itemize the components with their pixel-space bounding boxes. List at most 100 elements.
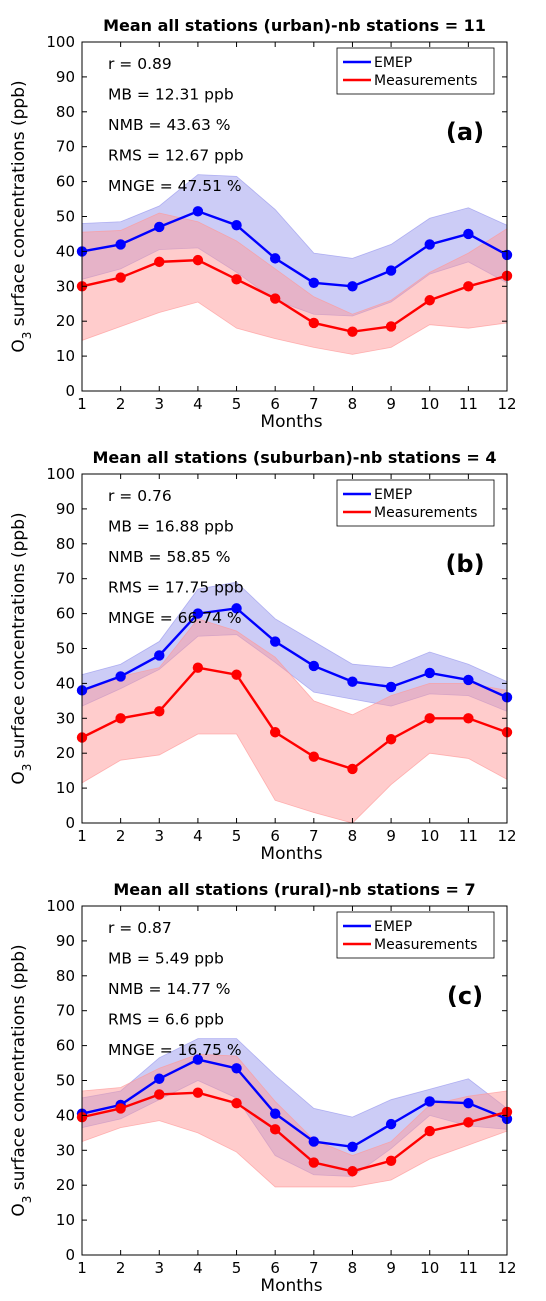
panel-label: (b) — [445, 550, 484, 578]
y-axis-label: O3 surface concentrations (ppb) — [9, 944, 34, 1216]
data-point-emep — [463, 674, 474, 686]
data-point-emep — [385, 681, 397, 693]
y-tick-label: 70 — [56, 570, 75, 588]
data-point-measurements — [463, 281, 474, 292]
stat-line: r = 0.76 — [108, 487, 172, 505]
data-point-emep — [154, 650, 165, 661]
data-point-emep — [115, 239, 126, 250]
data-point-measurements — [115, 713, 126, 724]
data-point-emep — [269, 1108, 281, 1119]
data-point-emep — [347, 281, 358, 292]
x-tick-label: 7 — [309, 827, 319, 845]
y-axis-label-subscript: 3 — [20, 332, 34, 340]
data-point-measurements — [385, 734, 397, 745]
x-axis-label: Months — [260, 412, 322, 432]
y-tick-label: 100 — [46, 465, 75, 483]
stat-line: r = 0.89 — [108, 55, 172, 73]
data-point-measurements — [424, 1125, 435, 1137]
x-tick-label: 6 — [270, 827, 280, 845]
x-tick-label: 4 — [193, 395, 203, 413]
x-tick-label: 5 — [232, 1259, 242, 1277]
x-tick-label: 8 — [348, 395, 358, 413]
data-point-measurements — [154, 706, 165, 717]
x-tick-label: 2 — [116, 1259, 126, 1277]
data-point-measurements — [269, 727, 281, 738]
x-tick-label: 12 — [497, 1259, 516, 1277]
legend-label-measurements: Measurements — [374, 73, 477, 89]
y-tick-label: 0 — [65, 814, 75, 832]
x-axis-label: Months — [260, 844, 322, 864]
data-point-emep — [463, 228, 474, 240]
y-tick-label: 30 — [56, 709, 75, 727]
data-point-emep — [385, 1118, 397, 1130]
y-tick-label: 0 — [65, 1246, 75, 1264]
x-tick-label: 3 — [154, 827, 164, 845]
data-point-emep — [424, 1096, 435, 1107]
data-point-emep — [115, 671, 126, 682]
y-axis-label: O3 surface concentrations (ppb) — [9, 512, 34, 784]
chart-title: Mean all stations (rural)-nb stations = … — [113, 880, 475, 899]
y-tick-label: 40 — [56, 1106, 75, 1124]
data-point-emep — [269, 636, 281, 647]
data-point-emep — [192, 608, 204, 619]
y-axis-label: O3 surface concentrations (ppb) — [9, 80, 34, 352]
y-axis-label-main: O — [9, 1203, 29, 1216]
legend-label-measurements: Measurements — [374, 937, 477, 953]
y-tick-label: 60 — [56, 605, 75, 623]
x-tick-label: 3 — [154, 1259, 164, 1277]
x-tick-label: 3 — [154, 395, 164, 413]
x-tick-label: 2 — [116, 395, 126, 413]
x-tick-label: 6 — [270, 395, 280, 413]
stat-line: MB = 5.49 ppb — [108, 950, 224, 968]
data-point-emep — [308, 1136, 320, 1147]
stat-line: MNGE = 66.74 % — [108, 609, 242, 627]
y-tick-label: 60 — [56, 173, 75, 191]
x-tick-label: 1 — [77, 827, 87, 845]
data-point-emep — [231, 220, 242, 231]
data-point-measurements — [115, 272, 126, 283]
data-point-emep — [463, 1097, 474, 1109]
data-point-emep — [424, 667, 435, 679]
series-line-measurements — [81, 1091, 508, 1173]
data-point-measurements — [192, 1087, 204, 1098]
y-tick-label: 100 — [46, 33, 75, 51]
data-point-measurements — [424, 713, 435, 724]
stat-line: MB = 12.31 ppb — [108, 86, 234, 104]
y-axis-label-main: O — [9, 339, 29, 352]
x-tick-label: 8 — [348, 827, 358, 845]
data-point-measurements — [308, 1157, 320, 1168]
data-point-measurements — [308, 751, 320, 762]
data-point-emep — [192, 1054, 204, 1065]
legend-label-measurements: Measurements — [374, 505, 477, 521]
x-tick-label: 4 — [193, 827, 203, 845]
data-point-measurements — [231, 274, 242, 285]
y-tick-label: 20 — [56, 744, 75, 762]
y-axis-label-rest: surface concentrations (ppb) — [9, 80, 29, 331]
data-point-emep — [424, 239, 435, 250]
data-point-emep — [308, 660, 320, 672]
y-tick-label: 40 — [56, 674, 75, 692]
y-tick-label: 0 — [65, 382, 75, 400]
data-point-emep — [347, 676, 358, 687]
legend-box — [336, 47, 495, 95]
y-tick-label: 90 — [56, 68, 75, 86]
data-point-measurements — [347, 326, 358, 337]
x-tick-label: 11 — [459, 827, 478, 845]
legend-label-emep: EMEP — [374, 55, 412, 71]
y-tick-label: 10 — [56, 1211, 75, 1229]
x-tick-label: 12 — [497, 827, 516, 845]
legend-box — [336, 479, 495, 527]
data-point-measurements — [231, 669, 242, 680]
legend-label-emep: EMEP — [374, 487, 412, 503]
x-tick-label: 5 — [232, 827, 242, 845]
y-tick-label: 70 — [56, 1002, 75, 1020]
panel-label: (c) — [447, 982, 483, 1010]
stat-line: RMS = 17.75 ppb — [108, 579, 244, 597]
x-tick-label: 6 — [270, 1259, 280, 1277]
x-tick-label: 9 — [386, 395, 396, 413]
stat-line: NMB = 14.77 % — [108, 980, 230, 998]
data-point-emep — [231, 603, 242, 614]
y-tick-label: 30 — [56, 277, 75, 295]
data-point-measurements — [424, 295, 435, 306]
x-tick-label: 11 — [459, 1259, 478, 1277]
